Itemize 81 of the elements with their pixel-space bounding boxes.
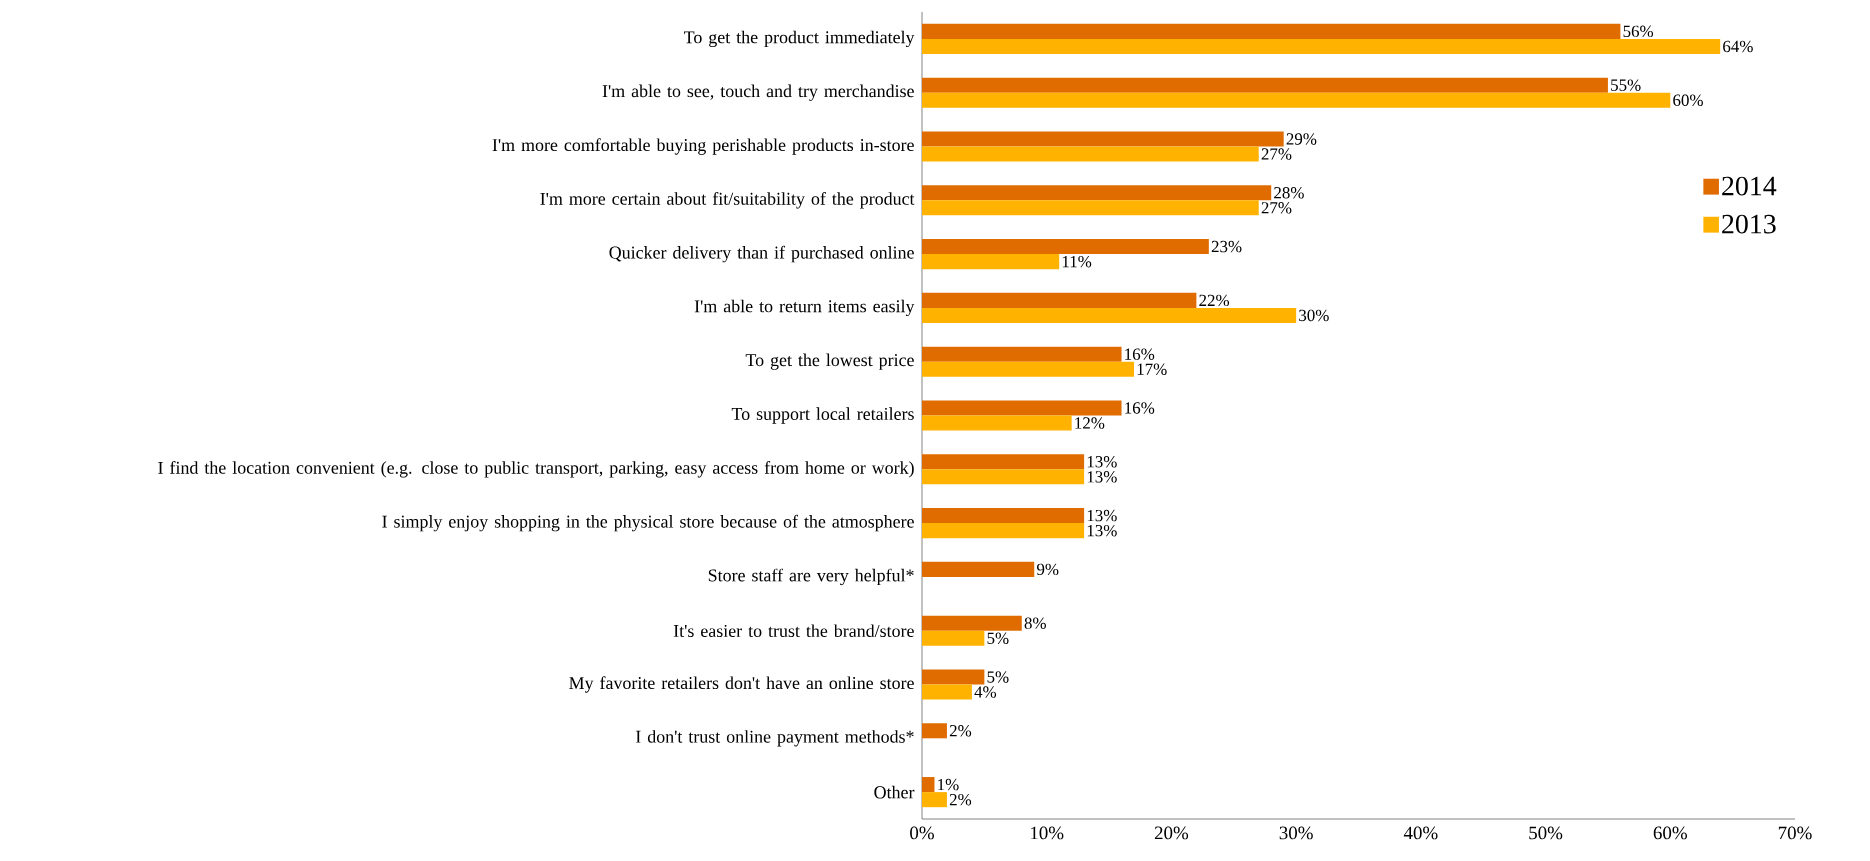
y-tick-label: Other [874, 785, 915, 799]
x-tick-label: 40% [1403, 826, 1438, 840]
y-tick-label: I'm able to return items easily [694, 299, 915, 317]
x-tick-label: 50% [1529, 826, 1563, 840]
data-label: 17% [1137, 363, 1167, 375]
bar [922, 346, 1122, 362]
y-tick-label: I find the location convenient (e.g. close to public transport, parking, easy access from home or work) [158, 461, 914, 478]
bar [922, 508, 1085, 524]
bar [922, 23, 1621, 39]
x-tick-label: 20% [1154, 826, 1189, 840]
data-label: 56% [1623, 25, 1654, 38]
data-label: 27% [1261, 202, 1292, 214]
bar [922, 415, 1072, 431]
x-tick-label: 60% [1653, 826, 1687, 840]
bar [922, 669, 985, 685]
data-label: 9% [1036, 563, 1059, 576]
data-label: 27% [1261, 148, 1292, 160]
bar [922, 239, 1209, 255]
bar [922, 469, 1085, 485]
bar [922, 38, 1721, 54]
bar [922, 77, 1608, 93]
data-label: 23% [1211, 240, 1242, 253]
x-tick-label: 70% [1778, 826, 1812, 840]
x-tick-label: 0% [910, 826, 934, 840]
bar [922, 292, 1197, 308]
bar [922, 361, 1135, 377]
data-label: 60% [1673, 94, 1703, 106]
data-label: 1% [938, 778, 959, 791]
data-label: 16% [1125, 402, 1155, 414]
y-tick-label: Quicker delivery than if purchased online [609, 245, 914, 263]
bar [922, 200, 1259, 216]
bar [922, 561, 1035, 577]
y-tick-label: To support local retailers [731, 407, 914, 424]
y-tick-label: My favorite retailers don't have an online store [569, 676, 914, 693]
bar [922, 777, 935, 793]
data-label: 13% [1087, 509, 1117, 522]
data-label: 13% [1087, 456, 1117, 468]
bar [922, 131, 1284, 147]
data-label: 12% [1075, 417, 1105, 429]
data-label: 2% [949, 793, 972, 806]
data-label: 28% [1274, 187, 1304, 199]
bar [922, 723, 947, 739]
data-label: 8% [1024, 617, 1046, 629]
bar [922, 254, 1060, 270]
x-tick-label: 10% [1031, 826, 1064, 840]
y-tick-label: Store staff are very helpful* [708, 568, 914, 586]
bar [922, 615, 1022, 631]
y-tick-label: To get the product immediately [683, 30, 915, 48]
data-label: 13% [1087, 524, 1117, 537]
y-tick-label: I'm more comfortable buying perishable products in-store [492, 138, 914, 155]
data-label: 11% [1062, 255, 1092, 268]
y-tick-label: I don't trust online payment methods* [635, 730, 914, 747]
data-label: 13% [1087, 471, 1117, 483]
data-label: 5% [987, 671, 1009, 683]
y-tick-label: I'm able to see, touch and try merchandise [602, 84, 914, 101]
bar [922, 454, 1085, 470]
data-label: 22% [1199, 294, 1230, 307]
data-label: 30% [1299, 309, 1329, 322]
bar [922, 630, 985, 646]
bar [922, 92, 1671, 108]
data-label: 29% [1286, 133, 1317, 145]
bar [922, 185, 1272, 201]
data-label: 64% [1723, 40, 1753, 53]
data-label: 16% [1125, 348, 1155, 360]
legend-label: 2013 [1722, 214, 1776, 234]
bar [922, 400, 1122, 416]
data-label: 5% [987, 632, 1009, 644]
y-tick-label: It's easier to trust the brand/store [673, 624, 914, 638]
x-tick-label: 30% [1279, 826, 1313, 840]
bar [922, 684, 972, 700]
data-label: 4% [974, 686, 997, 698]
data-label: 55% [1611, 79, 1641, 91]
y-tick-label: To get the lowest price [745, 353, 914, 370]
y-tick-label: I'm more certain about fit/suitability of the product [540, 192, 915, 209]
bar [922, 307, 1297, 323]
bar [922, 523, 1085, 539]
bar [922, 146, 1259, 162]
bar [922, 792, 947, 808]
legend-label: 2014 [1722, 176, 1777, 196]
y-tick-label: I simply enjoy shopping in the physical store because of the atmosphere [382, 514, 914, 532]
data-label: 2% [949, 725, 972, 737]
